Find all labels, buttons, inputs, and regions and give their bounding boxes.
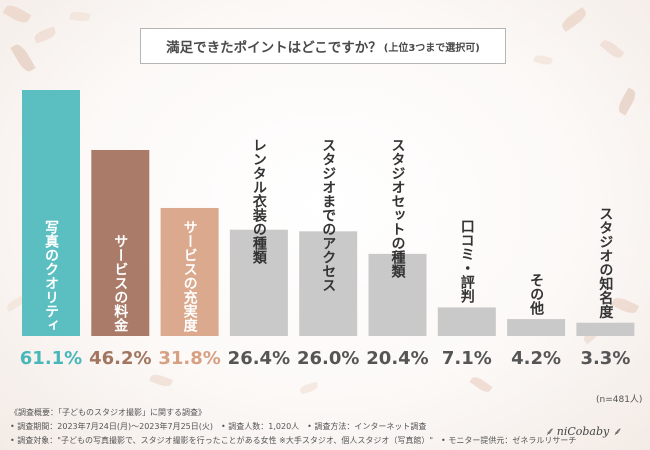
value-label-4: 26.4%: [228, 348, 290, 369]
survey-overview-heading: 《調査概要：「子どものスタジオ撮影」に関する調査》: [10, 408, 206, 417]
bar-3: [160, 207, 219, 336]
category-label-8: その他: [528, 273, 545, 316]
bar-9: [576, 322, 635, 336]
bar-2: [91, 149, 150, 336]
bar-4: [229, 229, 288, 336]
bar-7: [437, 307, 496, 336]
bar-1: [22, 90, 80, 336]
category-label-6: スタジオセットの種類: [390, 138, 407, 279]
category-label-4: レンタル衣装の種類: [251, 138, 268, 265]
category-label-3: サービスの充実度: [182, 220, 198, 333]
value-label-2: 46.2%: [89, 348, 151, 369]
bar-8: [507, 319, 566, 336]
value-label-9: 3.3%: [580, 348, 630, 369]
value-label-6: 20.4%: [366, 348, 428, 369]
chart-title: 満足できたポイントはどこですか？: [166, 40, 382, 56]
category-label-5: スタジオまでのアクセス: [320, 138, 336, 292]
value-label-3: 31.8%: [158, 348, 220, 369]
bar-6: [368, 253, 427, 336]
category-label-2: サービスの料金: [112, 234, 129, 332]
chart-title-box: 満足できたポイントはどこですか？ (上位3つまで選択可): [140, 28, 506, 64]
value-label-5: 26.0%: [297, 348, 359, 369]
value-label-8: 4.2%: [511, 348, 561, 369]
chart-subtitle: (上位3つまで選択可): [383, 42, 480, 54]
brand-logo: ⸙ niCobaby ⸙: [545, 425, 621, 438]
survey-target: • 調査対象："子どもの写真撮影で、スタジオ撮影を行ったことがある女性 ※大手ス…: [10, 436, 577, 445]
category-label-1: 写真のクオリティ: [43, 220, 59, 332]
sample-size-note: (n=481人): [596, 395, 643, 405]
value-label-7: 7.1%: [442, 348, 492, 369]
survey-details: • 調査期間：2023年7月24日(月)～2023年7月25日(火) • 調査人…: [10, 422, 427, 431]
value-label-1: 61.1%: [20, 348, 82, 369]
category-label-9: スタジオの知名度: [597, 207, 613, 320]
category-label-7: 口コミ・評判: [459, 219, 475, 304]
bar-5: [299, 231, 358, 336]
